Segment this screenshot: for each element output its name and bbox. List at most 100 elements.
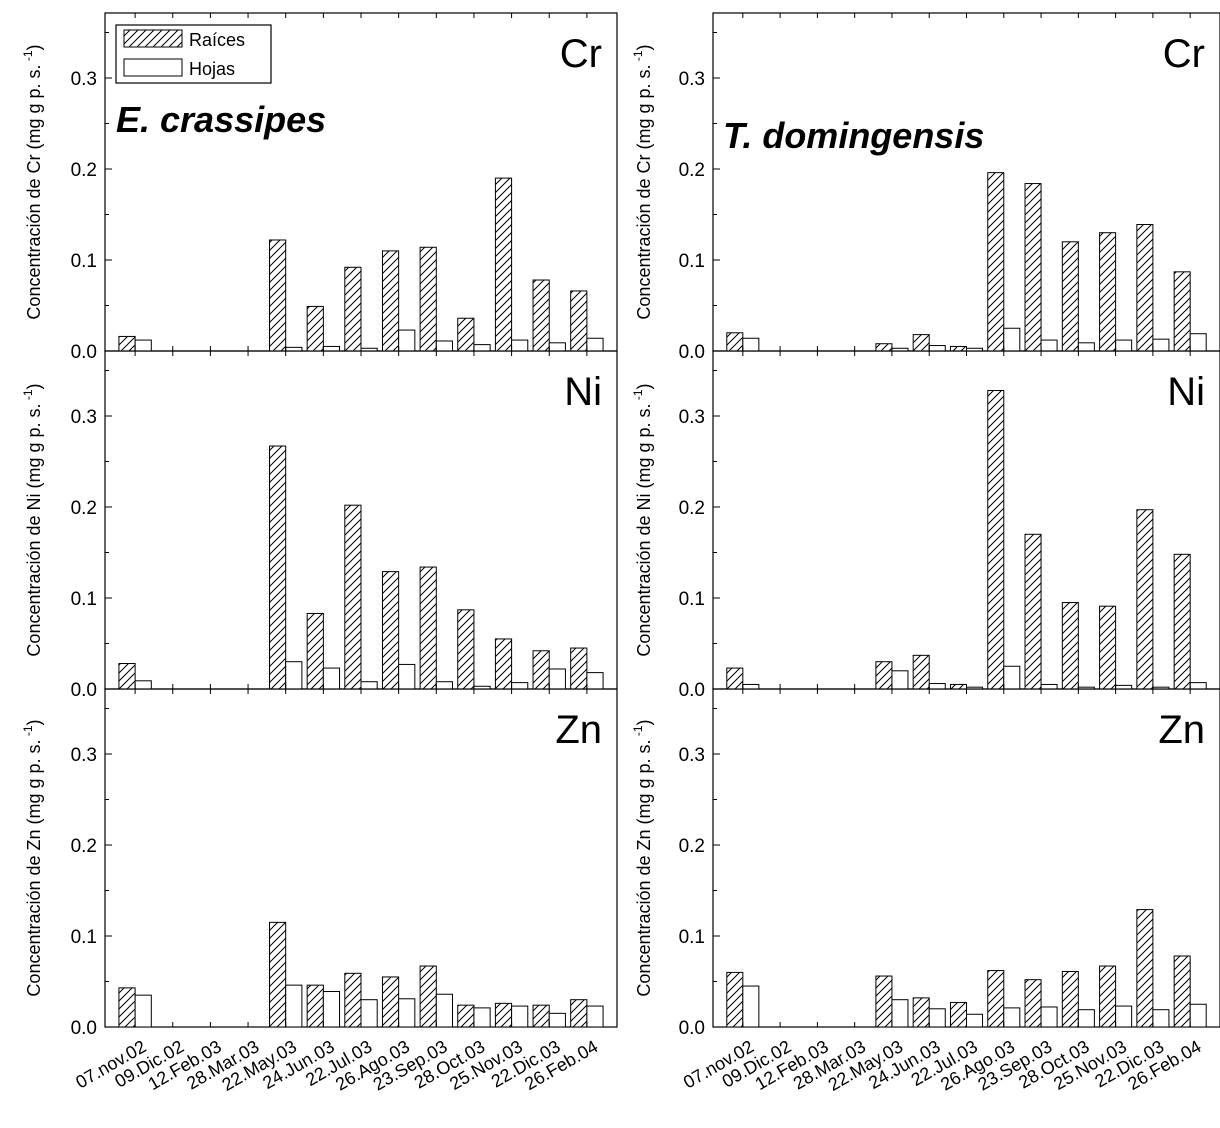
bar-raices — [949, 1001, 967, 1028]
bar-raices — [570, 290, 588, 352]
y-axis-label: Concentración de Ni (mg g p. s. -1) — [631, 383, 654, 656]
y-axis-label: Concentración de Zn (mg g p. s. -1) — [21, 719, 44, 996]
y-tick-label: 0.3 — [71, 69, 97, 90]
y-tick-label: 0.2 — [679, 836, 705, 857]
metal-label: Cr — [1163, 32, 1205, 76]
bar-hojas — [1152, 338, 1170, 352]
y-axis-label-main: Concentración de Ni (mg g p. s. — [24, 403, 44, 656]
y-axis-label-main: Concentración de Cr (mg g p. s. — [634, 64, 654, 319]
y-tick-label: 0.1 — [71, 927, 97, 948]
legend: Raíces Hojas — [115, 24, 272, 84]
bar-raices — [1024, 979, 1042, 1028]
bar-hojas — [398, 998, 416, 1028]
y-tick-label: 0.3 — [71, 407, 97, 428]
bar-hojas — [1077, 342, 1095, 352]
y-tick-label: 0.2 — [71, 160, 97, 181]
bar-hojas — [360, 999, 378, 1028]
bar-raices — [1136, 224, 1154, 352]
bar-hojas — [548, 1012, 566, 1028]
bar-hojas — [548, 668, 566, 690]
y-axis-label-exponent: -1 — [631, 50, 645, 64]
metal-label: Cr — [560, 32, 602, 76]
bar-hojas — [1003, 665, 1021, 690]
bar-raices — [987, 970, 1005, 1028]
y-axis-label-exponent: -1 — [21, 725, 35, 739]
bar-hojas — [435, 340, 453, 352]
bar-hojas — [134, 339, 152, 352]
bar-raices — [494, 638, 513, 690]
bar-hojas — [586, 1005, 604, 1028]
species-label: T. domingensis — [723, 115, 984, 156]
bar-raices — [344, 266, 362, 352]
y-axis-label: Concentración de Cr (mg g p. s. -1) — [21, 44, 44, 319]
y-axis-label-exponent: -1 — [21, 389, 35, 403]
bar-raices — [1024, 183, 1042, 352]
y-axis-label-close: ) — [24, 44, 44, 50]
y-axis-label-exponent: -1 — [631, 725, 645, 739]
bar-hojas — [1189, 1003, 1207, 1028]
bar-raices — [118, 335, 136, 352]
chart-e-crassipes: 0.0 0.1 0.2 0.3 Concentración de Cr (mg g p.… — [21, 12, 618, 1095]
y-tick-label: 0.3 — [679, 407, 705, 428]
bar-raices — [726, 667, 744, 690]
panel-zn: 0.0 0.1 0.2 0.3 Concentración de Zn (mg g p.… — [631, 688, 1220, 1095]
bar-hojas — [322, 667, 341, 690]
bar-raices — [419, 965, 437, 1028]
y-tick-label: 0.2 — [71, 836, 97, 857]
species-label: E. crassipes — [116, 99, 326, 140]
y-tick-label: 0.1 — [71, 589, 97, 610]
legend-swatch-raices — [123, 29, 183, 48]
metal-label: Ni — [1167, 370, 1205, 414]
bar-raices — [570, 647, 588, 690]
bar-raices — [1061, 241, 1079, 352]
bar-raices — [494, 1002, 513, 1028]
bar-hojas — [1115, 339, 1133, 352]
y-axis-label-close: ) — [634, 44, 654, 50]
y-axis-label-main: Concentración de Ni (mg g p. s. — [634, 403, 654, 656]
metal-label: Zn — [1158, 708, 1205, 752]
bar-hojas — [742, 985, 760, 1028]
panel-cr: 0.0 0.1 0.2 0.3 Concentración de Cr (mg g p.… — [21, 12, 618, 363]
bar-hojas — [928, 1008, 946, 1028]
y-axis-label-close: ) — [24, 719, 44, 725]
bar-raices — [570, 999, 588, 1028]
y-axis-label: Concentración de Zn (mg g p. s. -1) — [631, 719, 654, 996]
y-tick-label: 0.1 — [679, 251, 705, 272]
y-axis-label: Concentración de Ni (mg g p. s. -1) — [21, 383, 44, 656]
bar-raices — [949, 345, 967, 352]
bar-raices — [381, 250, 400, 352]
bar-hojas — [511, 1005, 529, 1028]
bar-raices — [457, 609, 475, 690]
y-tick-label: 0.1 — [679, 589, 705, 610]
bar-raices — [532, 1004, 550, 1028]
bar-raices — [269, 239, 287, 352]
y-axis-label-main: Concentración de Zn (mg g p. s. — [24, 739, 44, 996]
bar-raices — [1061, 602, 1079, 690]
bar-raices — [1024, 533, 1042, 690]
bar-raices — [1136, 909, 1154, 1028]
y-tick-label: 0.3 — [679, 69, 705, 90]
metal-label: Zn — [555, 708, 602, 752]
bar-raices — [306, 305, 324, 352]
bar-hojas — [1040, 683, 1058, 690]
bar-raices — [532, 650, 550, 690]
bar-hojas — [398, 329, 416, 352]
panel-cr: 0.0 0.1 0.2 0.3 Concentración de Cr (mg g p.… — [631, 12, 1220, 363]
bar-raices — [1099, 605, 1117, 690]
y-tick-label: 0.3 — [679, 745, 705, 766]
bar-raices — [912, 334, 930, 352]
y-axis-label: Concentración de Cr (mg g p. s. -1) — [631, 44, 654, 319]
y-tick-label: 0.3 — [71, 745, 97, 766]
bar-hojas — [742, 337, 760, 352]
bar-raices — [1136, 509, 1154, 690]
bar-raices — [1173, 955, 1191, 1028]
y-tick-label: 0.2 — [679, 498, 705, 519]
bar-hojas — [586, 672, 604, 690]
bar-raices — [344, 972, 362, 1028]
bar-hojas — [398, 663, 416, 690]
bar-hojas — [511, 339, 529, 352]
bar-raices — [1099, 232, 1117, 352]
y-axis-label-main: Concentración de Cr (mg g p. s. — [24, 64, 44, 319]
bar-hojas — [435, 993, 453, 1028]
